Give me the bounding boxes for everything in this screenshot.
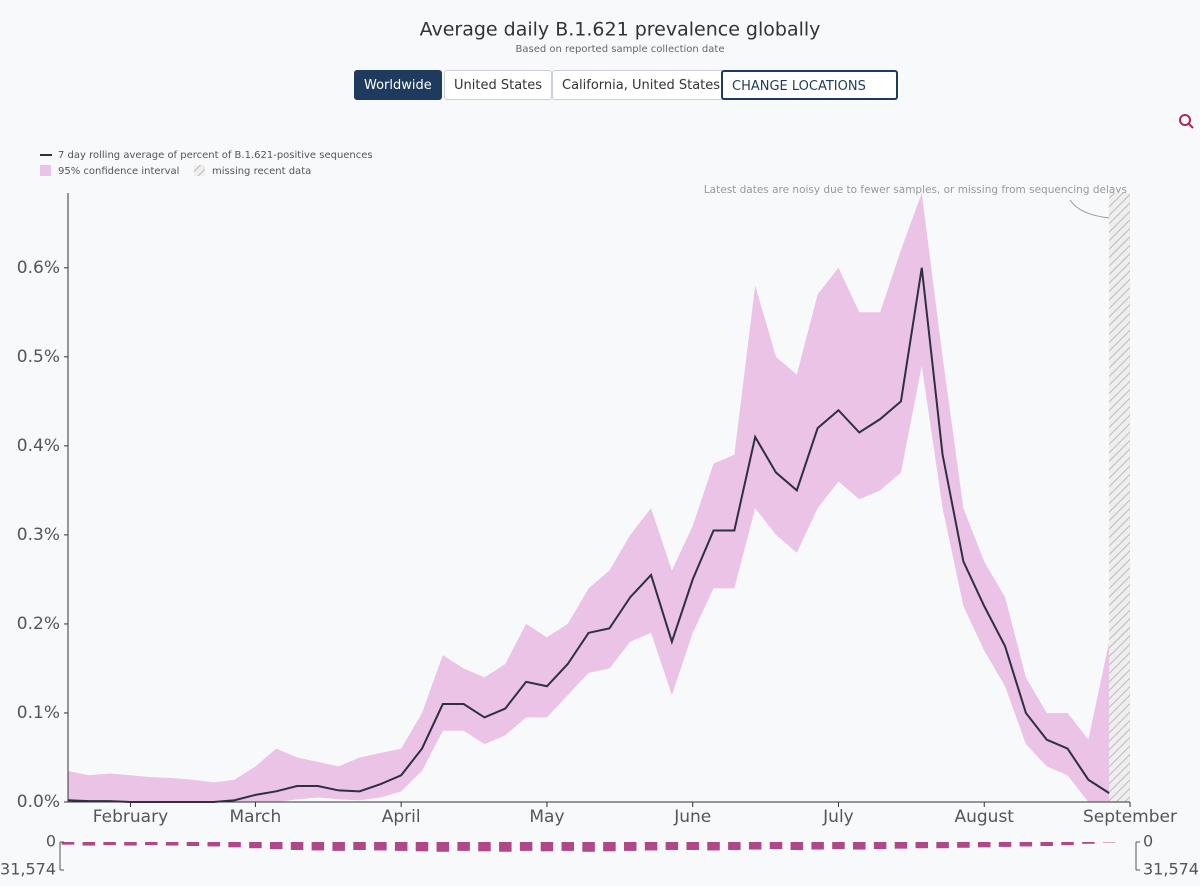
sample-bar xyxy=(269,842,283,850)
sample-tick-label: 31,574 xyxy=(1143,860,1199,879)
sample-bar xyxy=(311,842,325,851)
sample-bar xyxy=(478,842,491,852)
location-button[interactable]: California, United States xyxy=(552,70,731,100)
x-tick-label: July xyxy=(822,807,854,827)
sample-bar xyxy=(915,842,929,849)
location-button[interactable]: United States xyxy=(444,70,553,100)
x-tick-label: March xyxy=(229,807,281,827)
sample-bar xyxy=(686,842,699,850)
sample-bar xyxy=(998,842,1012,847)
sample-bar xyxy=(353,842,366,850)
sample-bar xyxy=(207,842,221,847)
sample-bar xyxy=(811,842,824,850)
sample-bar xyxy=(436,842,450,852)
y-tick-label: 0.1% xyxy=(17,703,60,723)
sample-bar xyxy=(540,842,554,852)
sample-bar xyxy=(1040,842,1053,846)
sample-bar xyxy=(582,842,595,852)
sample-bar xyxy=(665,842,679,850)
sample-bar xyxy=(728,842,741,850)
sample-bar xyxy=(790,842,804,850)
sample-bar xyxy=(228,842,241,848)
sample-bar xyxy=(769,842,783,850)
sample-bar xyxy=(374,842,387,851)
y-tick-label: 0.0% xyxy=(17,792,60,812)
sample-bar xyxy=(748,842,762,850)
sample-bar xyxy=(519,842,533,851)
sample-bar xyxy=(1082,842,1095,844)
legend-label: 7 day rolling average of percent of B.1.… xyxy=(58,150,373,161)
legend-label: 95% confidence interval xyxy=(58,166,179,177)
annotation-arrow xyxy=(1069,199,1111,219)
sample-bar xyxy=(561,842,575,851)
y-tick-label: 0.5% xyxy=(17,347,60,367)
sample-bar xyxy=(415,842,429,852)
annotation: Latest dates are noisy due to fewer samp… xyxy=(704,184,1127,196)
x-tick-label: February xyxy=(93,807,168,827)
sample-bar xyxy=(145,842,158,846)
x-tick-label: September xyxy=(1083,807,1177,827)
x-tick-label: June xyxy=(673,807,711,827)
sample-bar xyxy=(957,842,970,848)
x-tick-label: August xyxy=(954,807,1014,827)
sample-tick-label: 0 xyxy=(46,832,56,851)
sample-bar xyxy=(644,842,658,851)
sample-bar xyxy=(457,842,470,851)
confidence-band xyxy=(68,193,1110,802)
sample-bar xyxy=(82,842,96,846)
series-line xyxy=(67,267,1110,803)
sample-bar xyxy=(1019,842,1033,847)
legend-hatch xyxy=(194,165,205,176)
sample-bar xyxy=(1061,842,1074,846)
sample-bar xyxy=(124,842,137,846)
sample-bar xyxy=(977,842,991,848)
sample-bar xyxy=(332,842,345,851)
sample-tick-label: 0 xyxy=(1143,832,1153,851)
x-tick-label: May xyxy=(529,807,564,827)
sample-bar xyxy=(499,842,512,852)
y-tick-label: 0.2% xyxy=(17,614,60,634)
sample-bar xyxy=(623,842,637,851)
sample-tick-label: 31,574 xyxy=(0,860,56,879)
sample-bar xyxy=(290,842,304,850)
sample-bar xyxy=(936,842,949,849)
legend-band xyxy=(40,165,51,176)
sample-bar xyxy=(894,842,908,849)
location-button[interactable]: CHANGE LOCATIONS xyxy=(721,70,898,100)
zoom-icon[interactable] xyxy=(1179,114,1194,129)
sample-bar xyxy=(103,842,116,846)
y-tick-label: 0.6% xyxy=(17,258,60,278)
x-tick-label: April xyxy=(382,807,421,827)
sample-bar xyxy=(873,842,887,850)
sample-bar xyxy=(832,842,845,850)
sample-bar xyxy=(394,842,408,851)
sample-bar xyxy=(165,842,179,846)
sample-bar xyxy=(61,842,75,845)
y-tick-label: 0.4% xyxy=(17,436,60,456)
sample-bar xyxy=(853,842,866,850)
legend-label: missing recent data xyxy=(212,166,311,177)
location-button[interactable]: Worldwide xyxy=(354,70,442,100)
chart-title: Average daily B.1.621 prevalence globall… xyxy=(420,19,821,41)
y-tick-label: 0.3% xyxy=(17,525,60,545)
sample-bar xyxy=(186,842,200,846)
chart-subtitle: Based on reported sample collection date xyxy=(516,44,725,55)
sample-bar xyxy=(249,842,262,849)
sample-bar xyxy=(603,842,616,852)
missing-data xyxy=(1109,193,1130,802)
sample-bar xyxy=(707,842,720,851)
